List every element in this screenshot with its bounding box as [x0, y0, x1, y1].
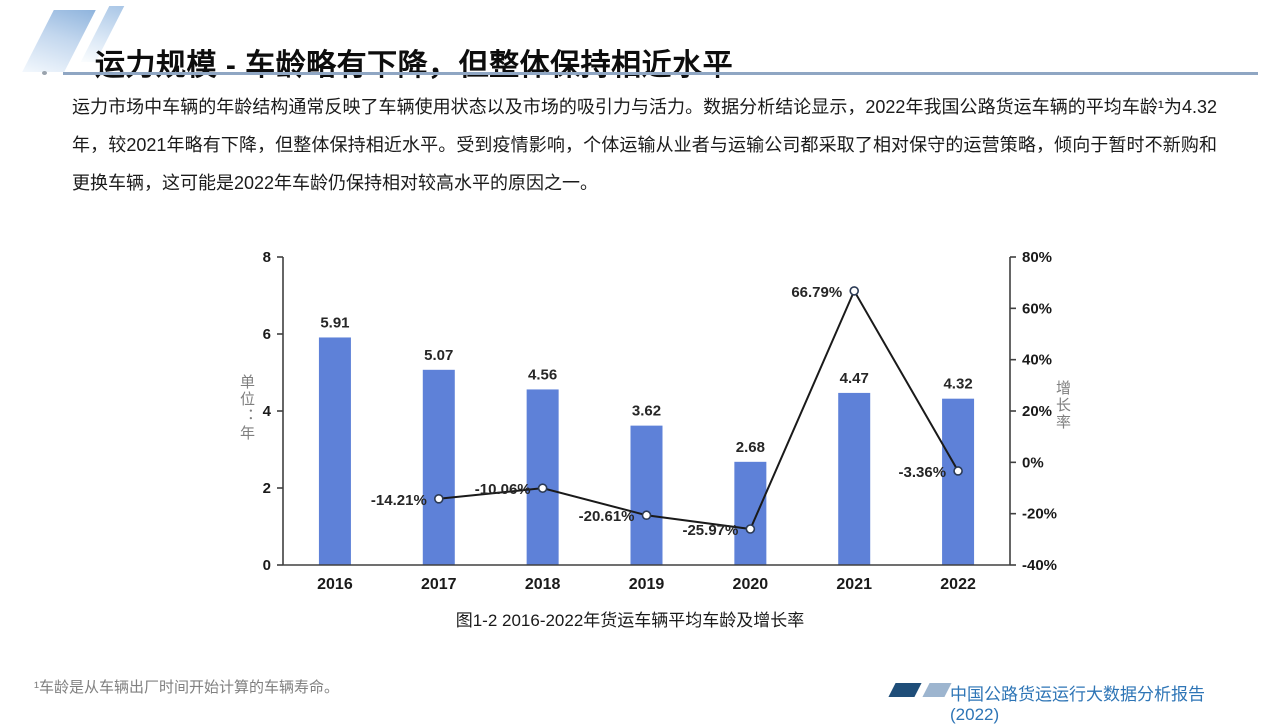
bar-2018 — [526, 389, 559, 565]
bar-2016 — [318, 337, 351, 565]
left-tick-label: 4 — [263, 403, 272, 420]
bar-2017 — [422, 369, 455, 565]
line-label-2022: -3.36% — [899, 464, 947, 481]
bar-2020 — [734, 461, 767, 565]
line-label-2018: -10.06% — [475, 481, 531, 498]
x-label-2021: 2021 — [836, 576, 872, 593]
footer-parallelogram-light-icon — [922, 683, 952, 697]
x-label-2018: 2018 — [525, 576, 561, 593]
bar-label-2016: 5.91 — [320, 314, 349, 331]
bar-2019 — [630, 425, 663, 565]
line-point-2019 — [641, 510, 652, 521]
left-axis-title: 单位：年 — [238, 374, 255, 442]
bar-label-2020: 2.68 — [736, 439, 765, 456]
footnote: ¹车龄是从车辆出厂时间开始计算的车辆寿命。 — [34, 679, 339, 696]
line-label-2019: -20.61% — [579, 508, 635, 525]
left-tick-label: 8 — [263, 249, 271, 266]
line-label-2021: 66.79% — [791, 284, 842, 301]
title-underline — [63, 72, 1258, 75]
line-point-2017 — [433, 494, 444, 504]
right-tick-label: 20% — [1022, 403, 1052, 420]
line-point-2022 — [953, 466, 963, 476]
combo-chart: 5.91 5.07 4.56 3.62 2.68 4.47 4.32 0 2 4 6 8 -40% -20… — [263, 249, 1057, 593]
body-paragraph: 运力市场中车辆的年龄结构通常反映了车辆使用状态以及市场的吸引力与活力。数据分析结… — [72, 97, 1217, 193]
right-tick-label: 60% — [1022, 300, 1052, 317]
x-label-2016: 2016 — [317, 576, 353, 593]
line-point-2018 — [537, 483, 548, 493]
bar-label-2017: 5.07 — [424, 347, 453, 364]
bar-label-2022: 4.32 — [943, 376, 972, 393]
footer-parallelogram-dark-icon — [888, 683, 922, 697]
left-tick-label: 0 — [263, 557, 271, 574]
x-label-2022: 2022 — [940, 576, 976, 593]
x-label-2017: 2017 — [421, 576, 457, 593]
right-tick-label: 0% — [1022, 454, 1044, 471]
bar-label-2021: 4.47 — [840, 370, 869, 387]
header-parallelogram-icon — [22, 10, 96, 72]
bar-2021 — [838, 392, 871, 565]
right-tick-label: -40% — [1022, 557, 1057, 574]
right-axis-title: 增长率 — [1054, 380, 1071, 431]
line-label-2020: -25.97% — [682, 522, 738, 539]
left-tick-label: 2 — [263, 480, 271, 497]
right-tick-label: 80% — [1022, 249, 1052, 266]
growth-line — [438, 288, 959, 531]
line-point-2020 — [745, 524, 756, 534]
bar-2022 — [942, 398, 975, 565]
bar-label-2019: 3.62 — [632, 403, 661, 420]
x-label-2020: 2020 — [733, 576, 769, 593]
chart-container: 5.91 5.07 4.56 3.62 2.68 4.47 4.32 0 2 4 6 8 -40% -20… — [228, 238, 1108, 603]
line-label-2017: -14.21% — [371, 492, 427, 509]
footer-report-title: 中国公路货运运行大数据分析报告(2022) — [950, 685, 1205, 724]
left-tick-label: 6 — [263, 326, 271, 343]
right-tick-label: 40% — [1022, 352, 1052, 369]
header-dot-icon — [42, 71, 47, 75]
bar-label-2018: 4.56 — [528, 366, 557, 383]
chart-caption: 图1-2 2016-2022年货运车辆平均车龄及增长率 — [455, 611, 805, 630]
x-label-2019: 2019 — [629, 576, 665, 593]
line-point-2021 — [849, 286, 860, 296]
page-title: 运力规模 - 车龄略有下降，但整体保持相近水平 — [95, 49, 734, 82]
right-tick-label: -20% — [1022, 506, 1057, 523]
